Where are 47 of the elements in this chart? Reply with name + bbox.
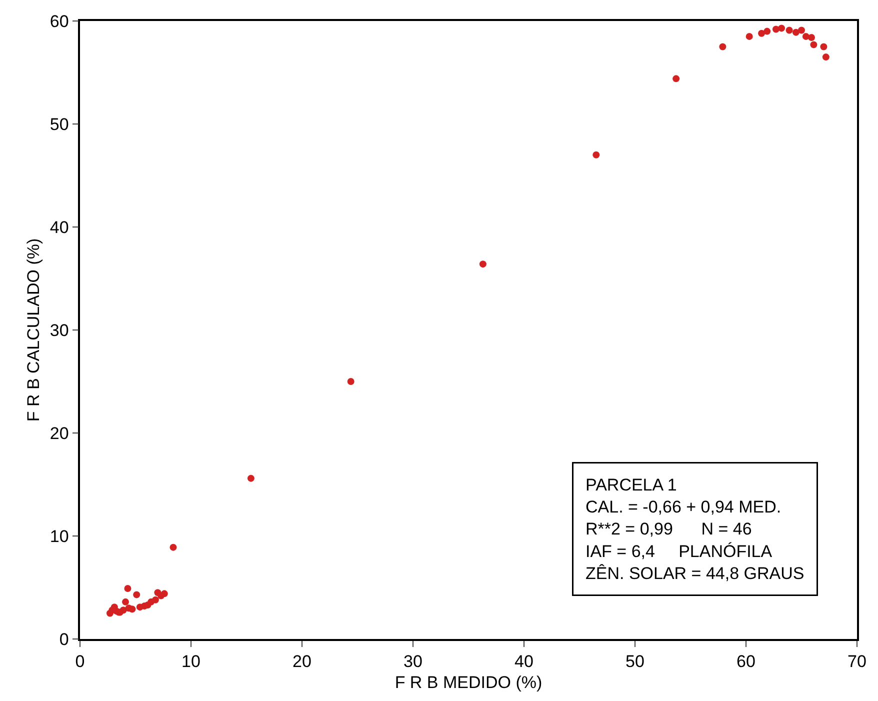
point [820,43,828,50]
point [479,260,486,268]
point [592,151,600,158]
point [792,28,800,36]
x-tick-label: 40 [514,652,534,672]
point [778,24,786,32]
point [810,41,818,48]
point [140,602,148,610]
point [672,75,680,82]
point [719,43,726,50]
point [786,26,793,34]
y-tick-label: 20 [50,424,69,443]
x-tick-label: 20 [292,652,312,672]
point [758,30,766,37]
x-tick-label: 0 [75,652,85,672]
point [133,591,140,598]
x-tick-label: 30 [404,652,422,672]
annotation: IAF = 6,4 PLANÓFILA [586,542,773,561]
point [746,32,753,40]
y-tick-label: 10 [50,526,69,546]
annotation: R**2 = 0,99 N = 46 [586,520,752,539]
y-tick-label: 0 [59,630,69,649]
point [158,592,165,600]
x-tick-label: 60 [736,652,756,672]
point [170,544,177,551]
y-tick-label: 40 [50,218,69,237]
point [808,34,815,41]
x-tick-label: 70 [848,652,866,672]
annotation: CAL. = -0,66 + 0,94 MED. [586,498,782,517]
annotation: PARCELA 1 [586,476,677,494]
x-tick-label: 50 [626,652,644,672]
point [347,378,354,385]
y-tick-label: 60 [50,12,69,31]
point [247,474,254,482]
y-axis-title: F R B CALCULADO (%) [24,238,43,422]
y-tick-label: 30 [50,320,69,340]
annotation: ZÊN. SOLAR = 44,8 GRAUS [586,564,804,583]
y-tick-label: 50 [50,114,69,134]
point [125,604,132,612]
point [148,598,155,606]
x-tick-label: 10 [182,652,200,672]
point [764,28,771,35]
x-axis-title: F R B MEDIDO (%) [394,673,542,692]
point [124,585,132,592]
point [122,598,130,606]
point [822,54,830,61]
point [798,26,805,34]
